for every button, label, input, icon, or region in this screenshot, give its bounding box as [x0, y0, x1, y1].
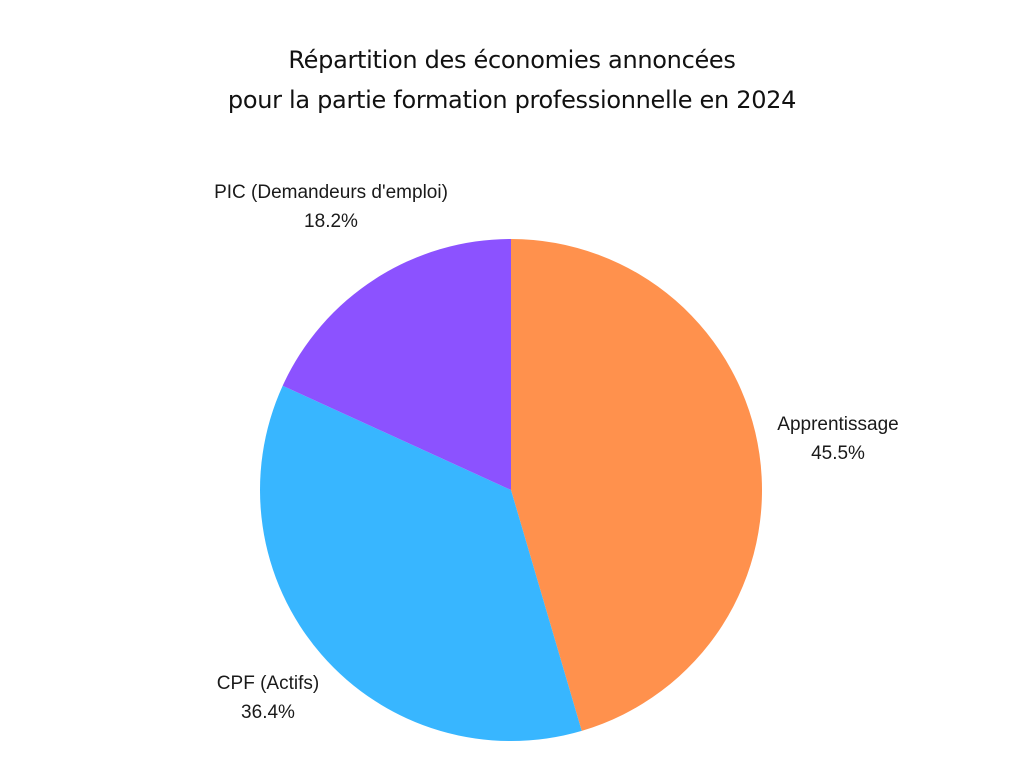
slice-label-pic-value: 18.2%	[304, 211, 358, 232]
slice-label-apprentissage: Apprentissage 45.5%	[777, 410, 898, 468]
slice-label-cpf-value: 36.4%	[241, 702, 295, 723]
pie-slices	[259, 239, 763, 741]
chart-title-line-2: pour la partie formation professionnelle…	[227, 86, 797, 114]
slice-label-cpf-name: CPF (Actifs)	[216, 673, 320, 694]
slice-label-cpf: CPF (Actifs) 36.4%	[217, 669, 319, 727]
slice-label-apprentissage-name: Apprentissage	[777, 414, 899, 435]
pie-slice-apprentissage	[511, 239, 763, 731]
pie-slice-pic-demandeurs-d-emploi	[282, 239, 511, 490]
chart-title: Répartition des économies annoncées pour…	[0, 40, 1024, 120]
pie-slice-cpf-actifs	[259, 385, 582, 741]
chart-title-line-1: Répartition des économies annoncées	[288, 46, 736, 74]
slice-label-pic-name: PIC (Demandeurs d'emploi)	[214, 182, 448, 203]
slice-label-apprentissage-value: 45.5%	[811, 443, 865, 464]
slice-label-pic: PIC (Demandeurs d'emploi) 18.2%	[214, 178, 448, 236]
